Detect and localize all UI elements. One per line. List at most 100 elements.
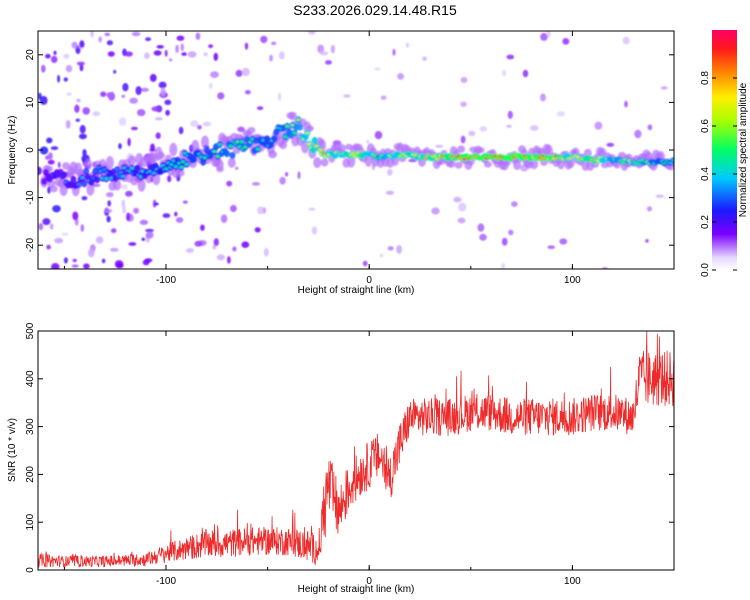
ridge-halo (176, 169, 185, 177)
noise-blob (63, 257, 68, 264)
noise-blob (162, 213, 171, 218)
noise-blob (65, 120, 71, 129)
noise-blob (212, 244, 217, 250)
ridge-core (173, 165, 178, 169)
noise-blob (100, 91, 107, 97)
snr-ytick-label: 0 (25, 567, 36, 573)
colorbar-tick-label: 0.0 (700, 263, 711, 277)
ridge-halo (457, 145, 466, 153)
noise-blob (508, 229, 514, 236)
noise-blob (151, 106, 161, 112)
noise-blob (260, 35, 268, 44)
noise-blob (122, 205, 126, 214)
noise-blob (81, 196, 88, 201)
noise-blob (121, 94, 126, 98)
noise-blob (245, 90, 251, 95)
noise-blob (38, 223, 44, 231)
noise-blob (506, 124, 512, 128)
noise-blob (279, 176, 286, 185)
noise-blob (479, 233, 487, 241)
noise-blob (118, 143, 122, 150)
noise-blob (606, 142, 615, 147)
noise-blob (110, 228, 117, 234)
ridge-halo (201, 135, 209, 149)
ridge-core (285, 124, 290, 128)
noise-blob (42, 218, 51, 226)
ridge-core (82, 182, 87, 186)
noise-blob (387, 168, 393, 176)
ridge-halo (84, 158, 92, 170)
spectrogram-heatmap (38, 31, 674, 269)
spectrogram-ylabel: Frequency (Hz) (7, 116, 18, 185)
noise-blob (153, 202, 159, 206)
ridge-halo (130, 176, 139, 186)
ridge-core (102, 168, 107, 172)
noise-blob (104, 32, 111, 37)
noise-blob (647, 124, 653, 131)
ridge-core (318, 148, 323, 152)
noise-blob (254, 227, 261, 233)
snr-ytick-label: 300 (25, 418, 36, 435)
noise-blob (164, 99, 172, 106)
ridge-blob (94, 176, 101, 184)
noise-blob (141, 237, 146, 241)
ridge-halo (215, 159, 224, 172)
ridge-halo (127, 155, 136, 166)
noise-blob (216, 254, 225, 261)
ridge-core (104, 177, 109, 181)
ridge-core (129, 166, 135, 170)
noise-blob (235, 166, 239, 170)
noise-blob (121, 199, 126, 208)
noise-blob (529, 125, 539, 131)
ridge-halo (169, 142, 178, 157)
noise-blob (387, 246, 394, 251)
noise-blob (559, 238, 568, 245)
ridge-halo (105, 156, 114, 170)
colorbar-tick-label: 0.2 (700, 215, 711, 229)
noise-blob (74, 104, 80, 113)
noise-blob (101, 258, 106, 264)
noise-blob (47, 159, 55, 165)
snr-panel: -100 0 100 0 100 200 300 400 500 Height of strai… (7, 322, 675, 595)
snr-ytick-label: 200 (25, 466, 36, 483)
noise-blob (168, 58, 173, 62)
noise-blob (121, 184, 128, 190)
noise-blob (79, 40, 85, 48)
noise-blob (51, 263, 60, 269)
noise-blob (362, 260, 368, 267)
noise-blob (226, 180, 233, 187)
noise-blob (180, 43, 184, 52)
ridge-halo (320, 158, 329, 167)
snr-ytick-label: 100 (25, 513, 36, 530)
noise-blob (366, 139, 370, 144)
noise-blob (252, 182, 260, 186)
noise-blob (502, 69, 506, 77)
spectrogram-xtick-label: 0 (366, 275, 372, 286)
ridge-halo (137, 178, 146, 192)
ridge-blob (224, 150, 230, 158)
ridge-core (182, 151, 188, 155)
noise-blob (422, 56, 427, 61)
spectrogram-xlabel: Height of straight line (km) (298, 285, 415, 296)
colorbar: 0.0 0.2 0.4 0.6 0.8 Normalized spectral ampl… (700, 30, 749, 277)
noise-blob (208, 82, 213, 89)
noise-blob (241, 241, 250, 248)
snr-ytick-label: 500 (25, 322, 36, 339)
noise-blob (511, 201, 518, 207)
noise-blob (397, 73, 404, 80)
noise-blob (396, 245, 402, 254)
noise-blob (38, 166, 42, 176)
noise-blob (153, 50, 162, 56)
noise-blob (594, 121, 603, 130)
noise-blob (624, 100, 628, 108)
noise-blob (190, 120, 199, 127)
noise-blob (48, 152, 53, 160)
noise-blob (540, 32, 548, 41)
ridge-blob (229, 151, 236, 159)
ridge-blob (297, 123, 304, 131)
ridge-core (217, 143, 222, 147)
noise-blob (49, 223, 54, 230)
noise-blob (453, 196, 462, 203)
ridge-core (93, 170, 98, 173)
noise-blob (501, 237, 508, 246)
